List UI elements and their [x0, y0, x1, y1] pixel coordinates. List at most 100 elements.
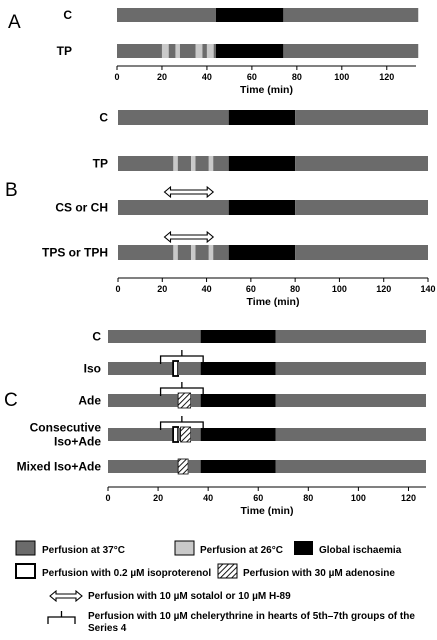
protocol-row: C — [99, 110, 428, 125]
legend-double-arrow-icon — [49, 589, 83, 603]
legend-label-bracket-line2: Series 4 — [88, 623, 127, 634]
panel-letter-a: A — [8, 12, 21, 33]
panel-letter-b: B — [5, 180, 18, 201]
segment-isoproterenol — [172, 426, 180, 443]
row-label: C — [92, 330, 101, 344]
segment-ischaemia — [200, 428, 276, 441]
panel-a: C TP 0 20 40 60 80 100 120 Time (min) — [57, 8, 419, 96]
segment-perf37 — [117, 44, 162, 58]
segment-perf37 — [168, 44, 176, 58]
tick-label: 120 — [376, 284, 391, 294]
segment-perf37 — [118, 156, 174, 171]
bracket-icon — [159, 382, 204, 396]
axis-label: Time (min) — [241, 505, 294, 517]
tick-label: 60 — [246, 284, 256, 294]
tick-label: 100 — [334, 72, 349, 82]
legend-swatch-isoproterenol — [15, 563, 36, 579]
segment-perf37 — [188, 460, 201, 473]
legend-label-ischaemia: Global ischaemia — [319, 545, 402, 556]
time-axis: 0 20 40 60 80 100 120 140 Time (min) — [115, 277, 436, 308]
segment-ischaemia — [200, 362, 276, 375]
segment-perf37 — [275, 362, 426, 375]
segment-perf26 — [173, 245, 178, 260]
segment-ischaemia — [200, 330, 276, 343]
legend-label-adenosine: Perfusion with 30 µM adenosine — [243, 568, 395, 579]
tick-label: 80 — [290, 284, 300, 294]
segment-perf37 — [190, 428, 201, 441]
protocol-row: TPS or TPH — [42, 230, 428, 260]
tick-label: 140 — [420, 284, 435, 294]
segment-perf37 — [118, 245, 174, 260]
panels-group: C TP 0 20 40 60 80 100 120 Time (min) C TP CS or CH T… — [17, 8, 436, 517]
segment-perf37 — [177, 245, 192, 260]
segment-perf37 — [179, 44, 196, 58]
tick-label: 0 — [114, 72, 119, 82]
segment-perf37 — [178, 428, 181, 441]
tick-label: 40 — [203, 493, 213, 503]
panel-b: C TP CS or CH TPS or TPH 0 20 40 60 80 100 120 140 T… — [42, 110, 436, 308]
tick-label: 0 — [105, 493, 110, 503]
legend-swatch-perf26 — [174, 540, 195, 556]
segment-perf37 — [295, 200, 428, 215]
double-arrow-icon — [163, 230, 215, 244]
segment-perf26 — [208, 245, 214, 260]
legend-swatch-ischaemia — [294, 541, 313, 555]
time-axis: 0 20 40 60 80 100 120 Time (min) — [114, 65, 416, 96]
segment-ischaemia — [200, 394, 276, 407]
segment-perf37 — [283, 44, 419, 58]
time-axis: 0 20 40 60 80 100 120 Time (min) — [105, 486, 426, 517]
protocol-row: CS or CH — [55, 185, 428, 215]
legend-label-bracket-line1: Perfusion with 10 µM chelerythrine in he… — [88, 611, 415, 622]
panel-letter-c: C — [4, 390, 18, 411]
tick-label: 120 — [401, 493, 416, 503]
tick-label: 100 — [332, 284, 347, 294]
tick-label: 100 — [351, 493, 366, 503]
legend-swatch-adenosine — [217, 563, 238, 579]
segment-ischaemia — [228, 156, 296, 171]
protocol-row: Iso — [84, 350, 426, 377]
segment-perf37 — [108, 428, 174, 441]
segment-perf37 — [108, 362, 174, 375]
legend-label-isoproterenol: Perfusion with 0.2 µM isoproterenol — [42, 568, 211, 579]
segment-perf37 — [202, 44, 207, 58]
segment-perf37 — [195, 245, 209, 260]
row-label: CS or CH — [55, 201, 108, 215]
axis-label: Time (min) — [247, 296, 300, 308]
segment-ischaemia — [228, 245, 296, 260]
segment-perf26 — [161, 44, 169, 58]
row-label: TPS or TPH — [42, 246, 108, 260]
segment-perf26 — [195, 44, 203, 58]
protocol-row: C — [63, 8, 419, 22]
segment-ischaemia — [228, 200, 296, 215]
legend-bracket-icon — [47, 611, 76, 624]
segment-perf37 — [117, 8, 216, 22]
row-label: Iso — [84, 362, 101, 376]
protocol-row: TP — [93, 156, 428, 171]
segment-perf26 — [191, 245, 196, 260]
segment-perf37 — [108, 460, 179, 473]
legend: Perfusion at 37°C Perfusion at 26°C Glob… — [15, 540, 415, 634]
row-label: Ade — [78, 394, 101, 408]
segment-adenosine — [177, 392, 192, 409]
segment-perf37 — [275, 428, 426, 441]
row-label: Mixed Iso+Ade — [17, 460, 102, 474]
segment-ischaemia — [215, 44, 284, 58]
row-label: TP — [57, 44, 72, 58]
segment-perf37 — [118, 200, 229, 215]
segment-isoproterenol — [172, 360, 180, 377]
segment-perf37 — [195, 156, 209, 171]
segment-perf37 — [295, 110, 428, 125]
segment-perf37 — [177, 156, 192, 171]
segment-adenosine — [177, 458, 189, 475]
segment-perf37 — [213, 156, 229, 171]
protocol-row: TP — [57, 44, 419, 58]
bracket-icon — [159, 416, 204, 430]
segment-perf26 — [191, 156, 196, 171]
segment-perf26 — [206, 44, 214, 58]
protocol-row: Mixed Iso+Ade — [17, 458, 426, 475]
segment-ischaemia — [228, 110, 296, 125]
tick-label: 120 — [379, 72, 394, 82]
segment-perf37 — [275, 330, 426, 343]
